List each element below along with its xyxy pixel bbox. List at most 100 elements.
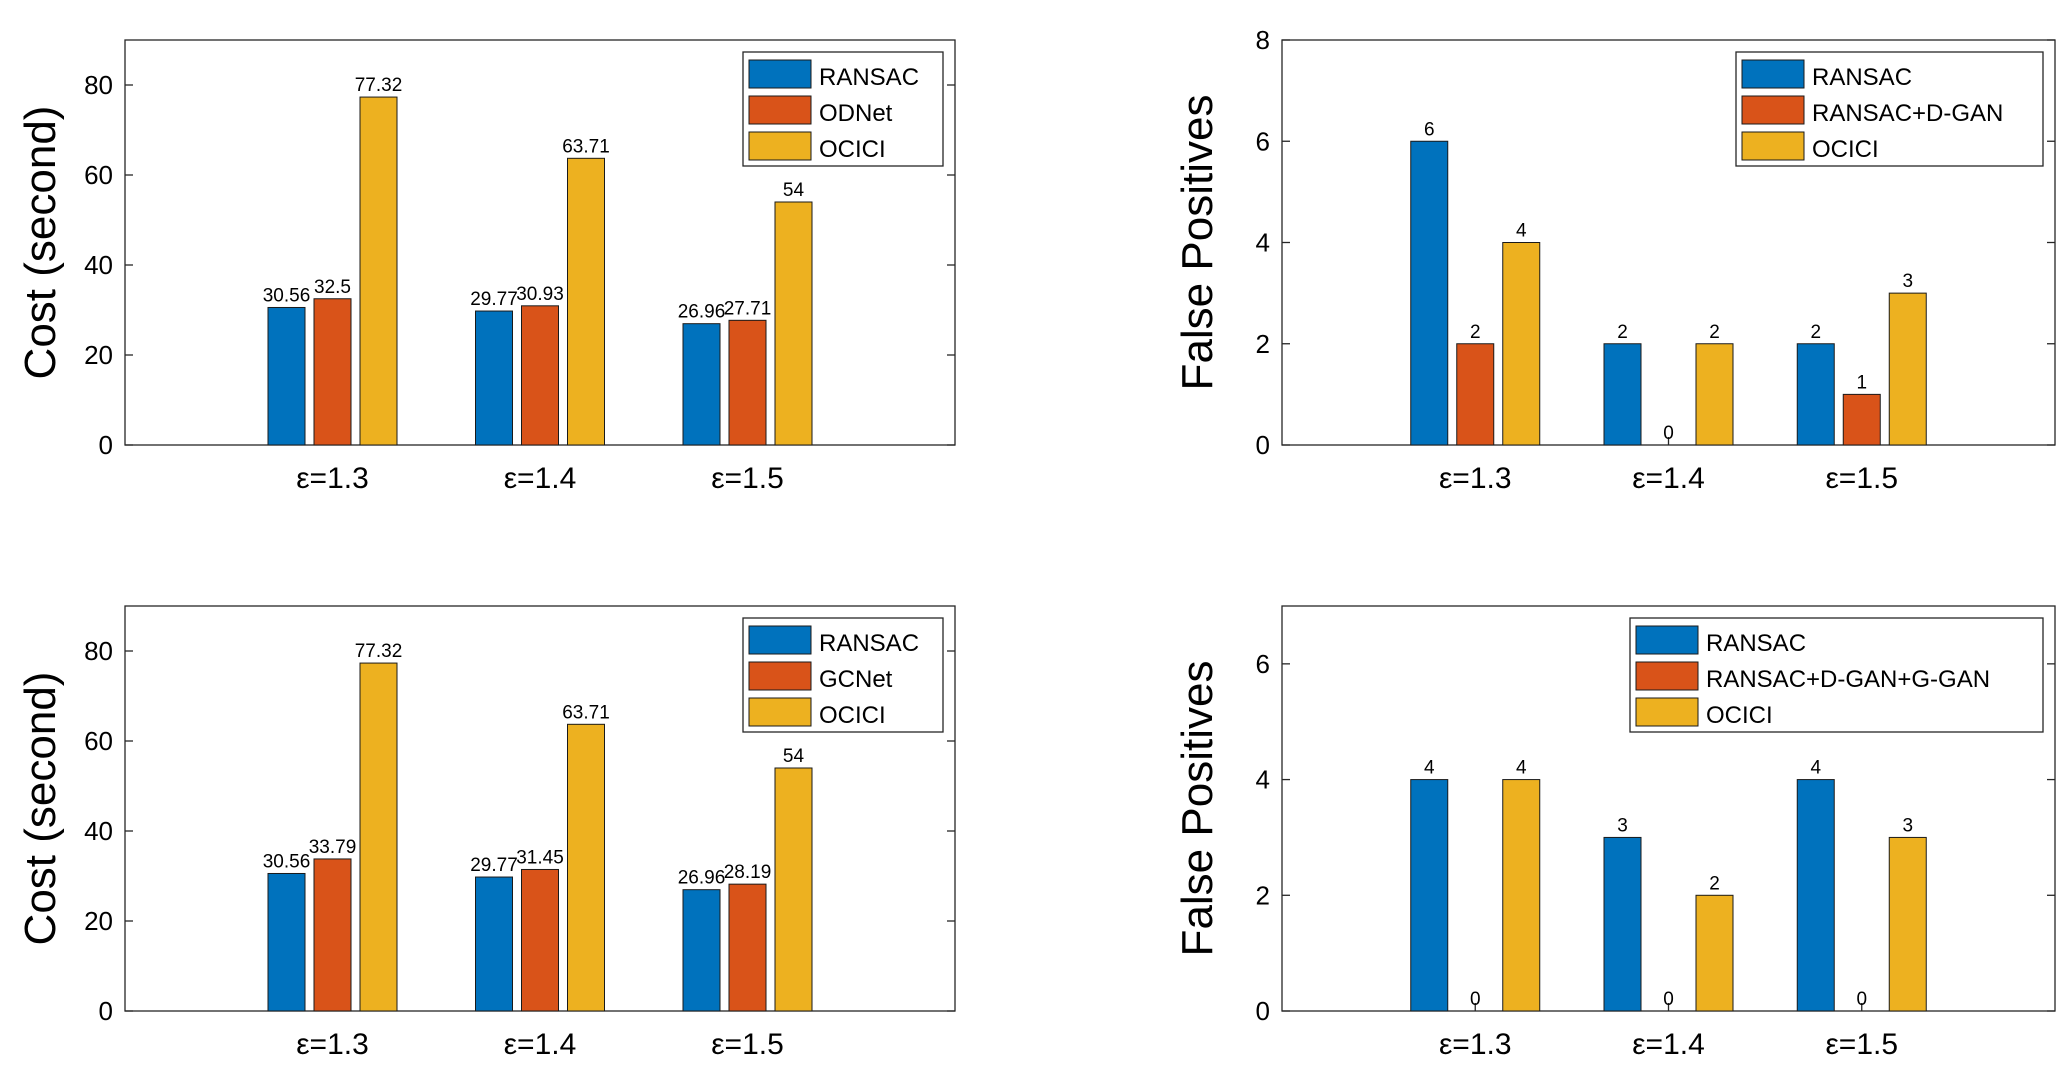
x-tick-label: ε=1.3 [1439,462,1512,495]
bar-gcnet [521,868,559,1012]
chart-1: 0 20 40 60 80 Cost (second) ε=1.3 ε=1.4 ε=1.5 30.… [16,39,956,495]
data-label: 0 [1663,989,1674,1010]
bar-ransac [475,310,513,446]
y-axis-label: Cost (second) [16,672,65,946]
data-label: 0 [1856,989,1867,1010]
data-label: 2 [1617,322,1628,343]
data-label: 3 [1902,271,1913,292]
legend-swatch [748,625,812,655]
x-tick-label: ε=1.4 [1632,462,1705,495]
data-label: 27.71 [724,298,772,319]
data-label: 33.79 [309,837,357,858]
legend-swatch [748,661,812,691]
chart-2: 0 2 4 6 8 False Positives ε=1.3 ε=1.4 ε=1.5 6 2 2 2 0… [1173,25,2056,495]
legend-label: RANSAC+D-GAN [1812,100,2003,127]
x-tick-label: ε=1.5 [711,1028,784,1061]
bar-odnet [313,298,352,446]
bar-ransac [267,306,306,446]
bar-ocici [774,201,813,446]
y-tick-label: 80 [84,70,113,100]
legend-label: OCICI [1812,136,1879,163]
legend-label: GCNet [819,666,893,693]
data-label: 26.96 [678,302,726,323]
legend-swatch [1635,697,1699,727]
y-tick-label: 8 [1256,25,1270,55]
y-tick-label: 20 [84,340,113,370]
legend-label: RANSAC+D-GAN+G-GAN [1706,666,1990,693]
legend: RANSAC ODNet OCICI [742,51,944,167]
legend-label: RANSAC [1812,64,1912,91]
legend-label: OCICI [1706,702,1773,729]
y-tick-label: 0 [1256,996,1270,1026]
data-label: 29.77 [470,855,518,876]
bar-ransac [1603,836,1642,1012]
legend-swatch [748,697,812,727]
bar-ransac [1796,779,1835,1012]
data-label: 6 [1424,119,1435,140]
data-label: 0 [1663,423,1674,444]
legend-label: OCICI [819,136,886,163]
legend-swatch [748,59,812,89]
x-tick-label: ε=1.3 [296,1028,369,1061]
bar-ocici [1888,292,1927,446]
bar-ocici [1502,242,1541,446]
y-tick-label: 2 [1256,880,1270,910]
y-tick-label: 80 [84,636,113,666]
data-label: 1 [1856,372,1867,393]
legend-label: RANSAC [819,630,919,657]
bar-ocici [774,767,813,1012]
data-label: 0 [1470,989,1481,1010]
data-label: 4 [1516,221,1527,242]
data-label: 77.32 [355,641,403,662]
y-tick-label: 6 [1256,649,1270,679]
data-label: 4 [1424,758,1435,779]
bar-ocici [359,662,398,1012]
data-label: 30.93 [516,284,564,305]
legend-swatch [1635,625,1699,655]
legend-swatch [1741,95,1805,125]
data-label: 54 [783,746,805,767]
bar-ransac [1410,779,1449,1012]
data-label: 77.32 [355,75,403,96]
x-tick-label: ε=1.5 [1825,462,1898,495]
y-tick-label: 6 [1256,126,1270,156]
bar-ocici [1695,894,1734,1012]
y-axis-label: False Positives [1173,95,1222,391]
legend-label: OCICI [819,702,886,729]
y-tick-label: 40 [84,250,113,280]
bar-ocici [359,96,398,446]
legend-box [1629,617,2044,733]
data-label: 2 [1709,873,1720,894]
x-tick-label: ε=1.4 [1632,1028,1705,1061]
bar-ransac-d-gan [1842,393,1881,446]
x-tick-label: ε=1.5 [711,462,784,495]
legend-label: RANSAC [819,64,919,91]
bar-ocici [567,157,605,446]
x-tick-label: ε=1.4 [504,1028,577,1061]
legend: RANSAC RANSAC+D-GAN OCICI [1735,51,2044,167]
legend: RANSAC RANSAC+D-GAN+G-GAN OCICI [1629,617,2044,733]
bar-ransac-d-gan [1456,343,1495,446]
bar-ransac [1410,140,1449,446]
x-tick-label: ε=1.4 [504,462,577,495]
data-label: 28.19 [724,862,772,883]
data-label: 63.71 [562,702,610,723]
legend-swatch [748,131,812,161]
bar-odnet [728,319,767,446]
x-tick-label: ε=1.3 [296,462,369,495]
data-label: 2 [1709,322,1720,343]
data-label: 2 [1810,322,1821,343]
bar-ransac [1603,343,1642,446]
legend-swatch [1741,59,1805,89]
chart-3: 0 20 40 60 80 Cost (second) ε=1.3 ε=1.4 ε=1.5 30.… [16,605,956,1061]
data-label: 32.5 [314,277,351,298]
data-label: 3 [1617,815,1628,836]
data-label: 29.77 [470,289,518,310]
bar-ocici [1695,343,1734,446]
data-label: 4 [1516,758,1527,779]
y-tick-label: 2 [1256,329,1270,359]
chart-4: 0 2 4 6 False Positives ε=1.3 ε=1.4 ε=1.5 4 3 4 0 0 0… [1173,605,2056,1061]
bar-ransac [475,876,513,1012]
bar-gcnet [728,883,767,1012]
